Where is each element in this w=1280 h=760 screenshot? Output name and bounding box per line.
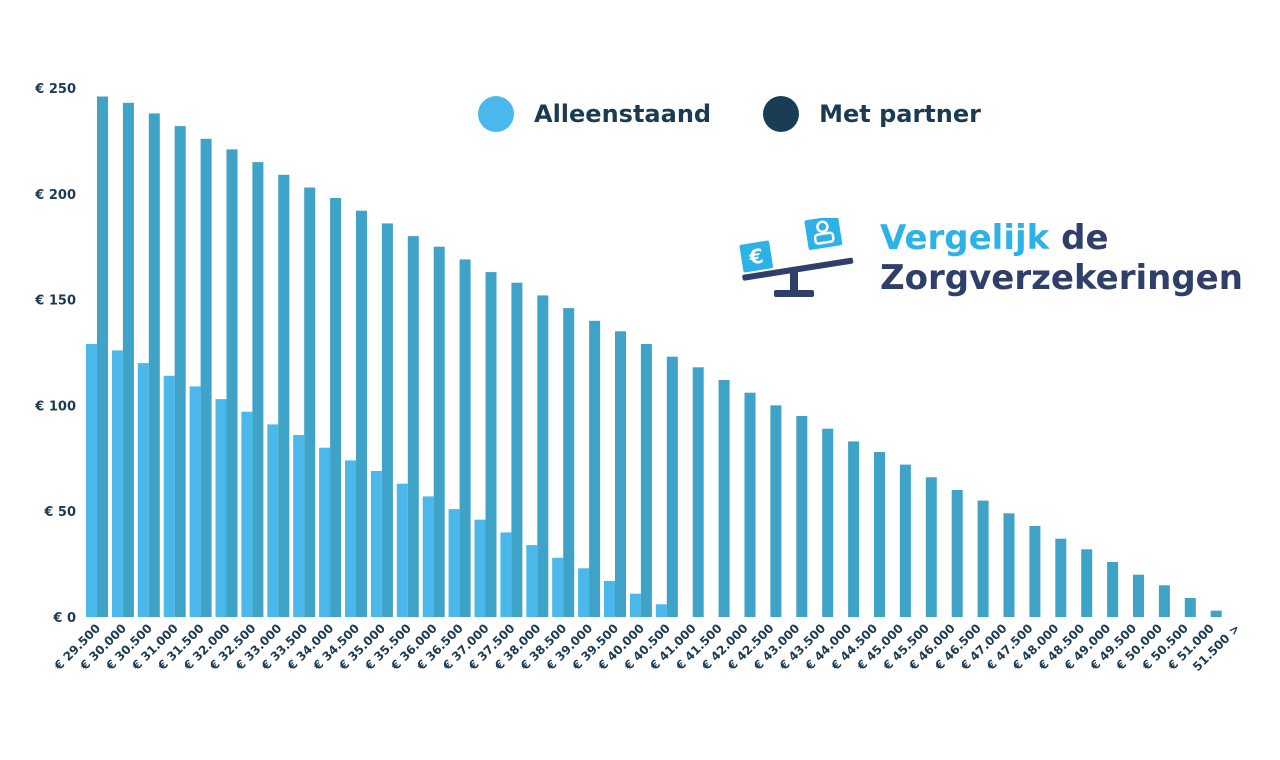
bar-met-partner: [485, 272, 497, 617]
y-tick-label: € 50: [43, 505, 76, 520]
bar-met-partner: [174, 126, 186, 617]
bar-met-partner: [925, 477, 937, 617]
bar-met-partner: [97, 96, 108, 617]
bar-alleenstaand: [552, 557, 564, 617]
bar-met-partner: [537, 295, 549, 617]
bar-alleenstaand: [500, 532, 512, 617]
bar-alleenstaand: [474, 519, 486, 617]
bar-alleenstaand: [422, 496, 434, 617]
bar-met-partner: [148, 113, 160, 618]
bar-met-partner: [899, 464, 911, 617]
bar-alleenstaand: [293, 435, 305, 617]
bar-met-partner: [615, 331, 626, 617]
bar-alleenstaand: [604, 581, 615, 617]
bar-met-partner: [1210, 610, 1222, 617]
brand-word-vergelijk: Vergelijk: [880, 218, 1050, 258]
bar-alleenstaand: [267, 424, 279, 617]
bar-alleenstaand: [370, 471, 382, 617]
y-tick-label: € 200: [34, 188, 76, 203]
bar-met-partner: [226, 149, 238, 617]
y-tick-label: € 0: [52, 611, 76, 626]
bar-met-partner: [977, 500, 989, 617]
legend-label-alleenstaand: Alleenstaand: [534, 100, 712, 128]
legend-swatch-alleenstaand: [478, 96, 514, 132]
scale-icon: €: [739, 218, 854, 297]
bar-met-partner: [459, 259, 471, 617]
euro-icon: €: [747, 244, 765, 270]
legend: Alleenstaand Met partner: [478, 96, 1033, 132]
bar-alleenstaand: [396, 483, 408, 617]
bar-met-partner: [770, 405, 782, 617]
bars: [86, 96, 1222, 618]
bar-alleenstaand: [241, 411, 253, 617]
bar-met-partner: [252, 162, 264, 617]
bar-met-partner: [1133, 574, 1144, 617]
bar-met-partner: [563, 308, 575, 617]
bar-met-partner: [666, 356, 678, 617]
brand-word-zorgverzekeringen: Zorgverzekeringen: [880, 258, 1243, 298]
brand-wordmark: Vergelijk de Zorgverzekeringen: [880, 218, 1243, 298]
bar-met-partner: [1081, 549, 1093, 617]
legend-swatch-met-partner: [763, 96, 800, 132]
legend-item-alleenstaand[interactable]: Alleenstaand: [478, 96, 711, 132]
bar-alleenstaand: [655, 604, 667, 617]
bar-met-partner: [951, 490, 963, 617]
bar-alleenstaand: [137, 363, 149, 617]
brand-logo[interactable]: € Vergelijk de Zorgverzekeringen: [738, 218, 1243, 308]
bar-met-partner: [1003, 513, 1015, 617]
bar-alleenstaand: [345, 460, 356, 617]
bar-met-partner: [1055, 538, 1067, 617]
bar-met-partner: [640, 344, 652, 617]
bar-alleenstaand: [215, 399, 227, 617]
bar-met-partner: [433, 246, 445, 617]
bar-met-partner: [744, 392, 756, 617]
bar-met-partner: [874, 452, 885, 617]
bar-met-partner: [381, 223, 393, 617]
bar-met-partner: [278, 174, 290, 618]
person-icon: [816, 220, 829, 234]
y-axis: € 0 € 50 € 100 € 150 € 200 € 250: [34, 82, 76, 626]
bar-met-partner: [200, 138, 212, 618]
bar-met-partner: [796, 416, 808, 617]
bar-alleenstaand: [189, 386, 201, 617]
brand-word-de: de: [1061, 218, 1109, 258]
bar-met-partner: [511, 282, 523, 617]
bar-met-partner: [589, 320, 601, 617]
bar-alleenstaand: [578, 568, 590, 617]
bar-met-partner: [718, 380, 730, 617]
y-tick-label: € 250: [34, 82, 76, 97]
bar-met-partner: [1029, 526, 1041, 617]
bar-met-partner: [356, 210, 367, 617]
legend-item-met-partner[interactable]: Met partner: [763, 96, 981, 132]
bar-alleenstaand: [111, 350, 123, 617]
y-tick-label: € 100: [34, 399, 76, 414]
y-tick-label: € 150: [34, 294, 76, 309]
bar-met-partner: [1107, 562, 1119, 617]
bar-met-partner: [122, 102, 134, 618]
bar-alleenstaand: [319, 447, 331, 617]
bar-met-partner: [407, 236, 419, 617]
bar-alleenstaand: [448, 509, 460, 617]
bar-met-partner: [692, 367, 704, 617]
bar-met-partner: [304, 187, 316, 617]
bar-alleenstaand: [526, 545, 538, 617]
legend-label-met-partner: Met partner: [819, 100, 981, 128]
bar-alleenstaand: [163, 375, 175, 617]
bar-met-partner: [330, 198, 342, 617]
x-axis: € 29.500€ 30.000€ 30.500€ 31.000€ 31.500…: [51, 621, 1243, 674]
bar-met-partner: [848, 441, 860, 617]
bar-met-partner: [1158, 585, 1170, 617]
bar-met-partner: [822, 428, 834, 617]
bar-alleenstaand: [629, 593, 641, 617]
bar-met-partner: [1184, 598, 1196, 617]
bar-alleenstaand: [86, 344, 97, 617]
